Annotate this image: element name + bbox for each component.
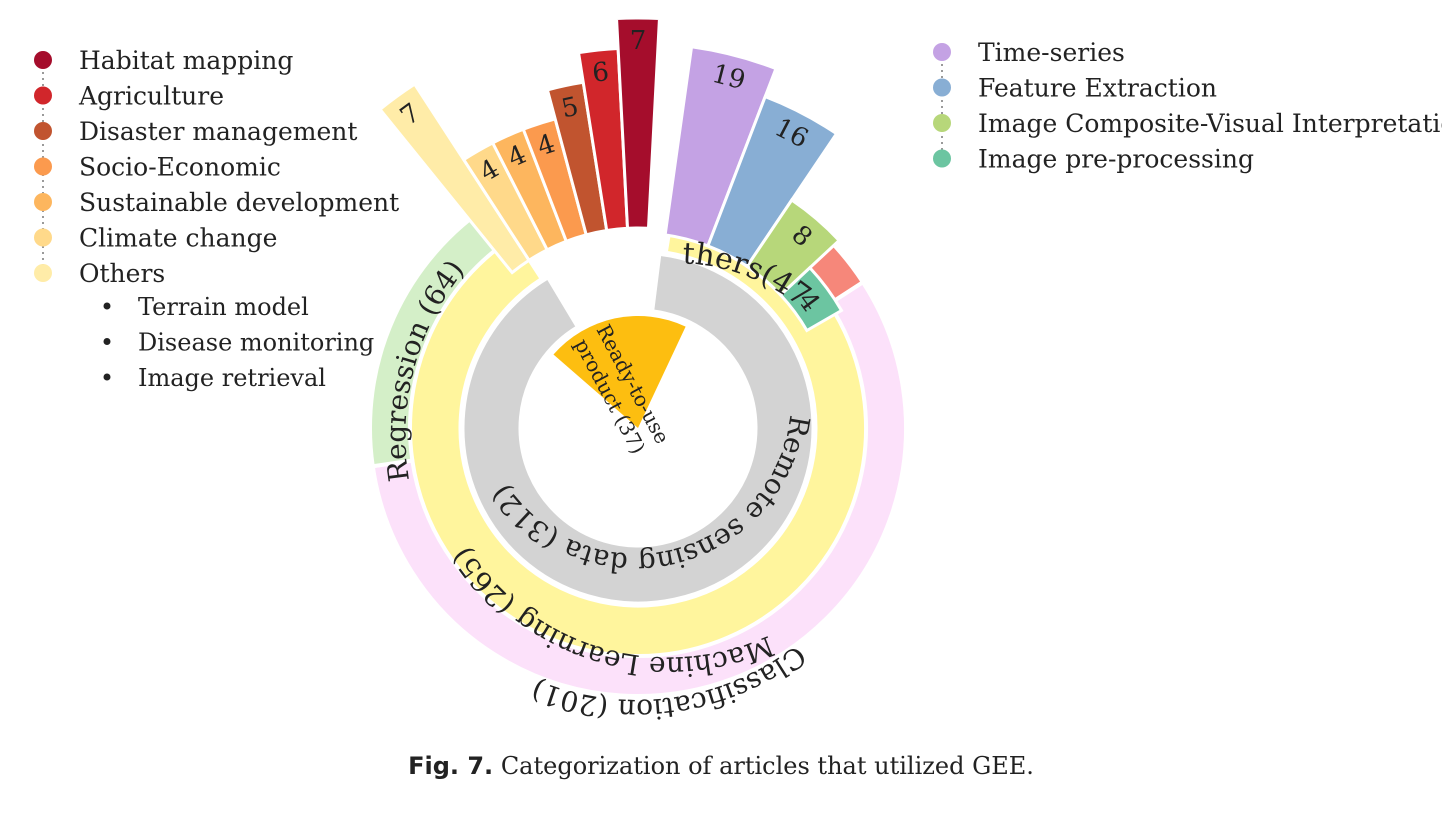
chart-segments [368,16,908,698]
application-bar-label-6: 7 [630,26,647,56]
legend-left-label-6: Others [79,259,165,288]
application-bar-label-5: 6 [591,57,611,89]
figure-caption: Fig. 7. Categorization of articles that … [0,752,1442,780]
others-bullet-dot-0 [103,302,111,310]
center-segment-ready-to-use [553,316,686,428]
legend-right-swatch-1 [933,78,951,97]
legend-left-swatch-0 [34,51,52,69]
others-bullet-dot-2 [103,373,111,381]
legend-left-swatch-5 [34,228,52,247]
legend-right-label-0: Time-series [978,38,1125,67]
legend-right-label-1: Feature Extraction [978,74,1217,103]
ring-segment-classification [370,279,908,698]
legend-left-label-3: Socio-Economic [79,153,281,182]
caption-label: Fig. 7. [408,752,494,780]
legend-left-label-4: Sustainable development [79,188,399,217]
legend: Habitat mapping Agriculture Disaster manag… [34,38,1442,392]
legend-left-label-2: Disaster management [79,117,357,146]
legend-left-swatch-2 [34,122,52,140]
ring-segment-remote-sensing [461,252,815,605]
others-bullet-2: Image retrieval [138,364,326,392]
caption-text: Categorization of articles that utilized… [500,752,1034,780]
legend-left-swatch-1 [34,86,52,105]
legend-right-swatch-0 [933,43,951,61]
legend-right-label-2: Image Composite-Visual Interpretation [978,109,1442,138]
others-bullet-1: Disease monitoring [138,329,374,357]
others-bullet-dot-1 [103,338,111,345]
legend-right-swatch-2 [933,114,951,132]
application-bar-6 [614,16,662,230]
legend-right-swatch-3 [933,149,951,168]
legend-left-swatch-4 [34,193,52,211]
method-bar-0 [663,45,778,248]
legend-left-label-1: Agriculture [78,82,224,111]
method-bar-3 [778,265,844,333]
legend-left-swatch-3 [34,157,52,176]
sunburst-chart: Remote sensing data (312) Machine Learni… [0,0,1442,726]
legend-right-label-3: Image pre-processing [978,145,1254,174]
method-bar-1 [705,94,839,269]
legend-left-label-0: Habitat mapping [79,46,293,75]
others-bullet-0: Terrain model [138,293,309,321]
legend-left-swatch-6 [34,264,52,282]
application-bar-label-4: 5 [559,92,581,125]
legend-left-label-5: Climate change [79,224,277,253]
